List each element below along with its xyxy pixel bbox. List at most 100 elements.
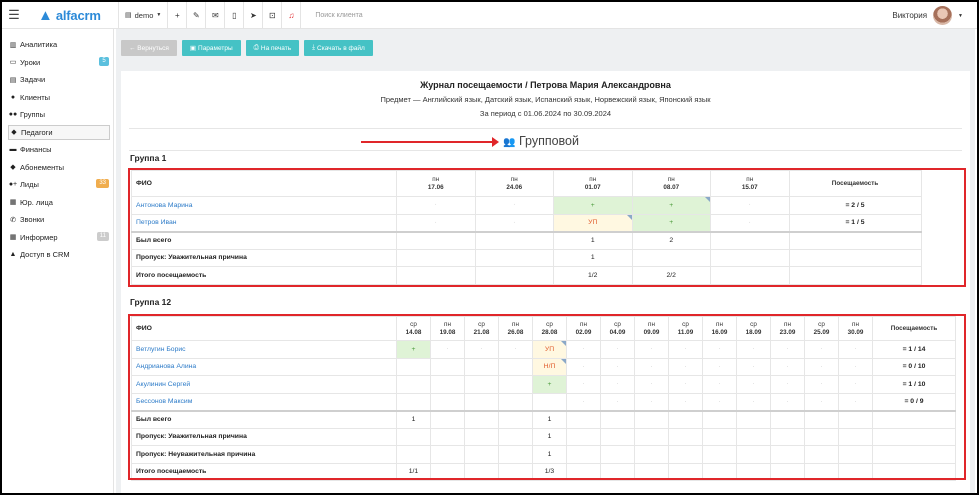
weekday: пн bbox=[648, 321, 655, 328]
toolbar: ← Вернуться ▣ Параметры ⎙ На печать ⤓ Скача… bbox=[121, 40, 373, 56]
plus-icon[interactable]: + bbox=[168, 1, 188, 29]
attendance-header: Посещаемость bbox=[872, 316, 956, 341]
cart-icon[interactable]: ⊡ bbox=[263, 1, 283, 29]
attendance-cell[interactable]: УП bbox=[553, 213, 633, 232]
sidebar-item-1[interactable]: ▭ Уроки 5 bbox=[8, 55, 110, 70]
date-header[interactable]: пн 17.06 bbox=[396, 170, 476, 197]
fio-header: ФИО bbox=[131, 316, 397, 341]
sidebar-item-5[interactable]: ◆ Педагоги bbox=[8, 124, 110, 140]
sidebar: ▥ Аналитика ▭ Уроки 5 ▤ Задачи ● Клиенты ●● Группы… bbox=[2, 29, 114, 493]
date-header[interactable]: ср 28.08 bbox=[532, 316, 567, 341]
lesson-date: 11.09 bbox=[677, 328, 694, 336]
lock-icon: ▲ bbox=[9, 251, 17, 258]
divider bbox=[129, 128, 962, 129]
journal-title: Журнал посещаемости / Петрова Мария Алек… bbox=[420, 80, 671, 90]
attendance-header: Посещаемость bbox=[788, 170, 922, 197]
attendance-cell[interactable]: + bbox=[631, 196, 711, 215]
journal-subject: Предмет — Английский язык, Датский язык,… bbox=[380, 95, 711, 104]
weekday: пн bbox=[580, 321, 587, 328]
lesson-date: 30.09 bbox=[847, 328, 864, 336]
back-button[interactable]: ← Вернуться bbox=[121, 40, 177, 56]
summary-row: Итого посещаемость 1/2 2/2 bbox=[131, 266, 922, 285]
account-icon: ▤ bbox=[125, 12, 132, 19]
lesson-date: 28.08 bbox=[541, 328, 558, 336]
params-button[interactable]: ▣ Параметры bbox=[181, 40, 241, 56]
highlight-box bbox=[128, 168, 966, 287]
sidebar-badge: 5 bbox=[99, 56, 109, 66]
informer-icon: ▦ bbox=[9, 234, 17, 241]
weekday: пн bbox=[432, 176, 440, 183]
mail-icon[interactable]: ✉ bbox=[206, 1, 226, 29]
attendance-cell[interactable]: УП bbox=[532, 340, 567, 359]
date-header[interactable]: пн 01.07 bbox=[553, 170, 633, 197]
user-menu[interactable]: Виктория ▼ bbox=[892, 6, 963, 25]
date-header[interactable]: пн 08.07 bbox=[631, 170, 711, 197]
sidebar-item-label: Группы bbox=[20, 110, 45, 119]
group-name: Группа 1 bbox=[130, 153, 167, 163]
user-name: Виктория bbox=[892, 11, 928, 20]
weekday: пн bbox=[667, 176, 675, 183]
group-name: Группа 12 bbox=[130, 297, 172, 307]
attendance-table: ФИО пн 17.06 пн 24.06 пн 01.07 пн 08.07 пн 15.07 По… bbox=[131, 170, 922, 285]
account-switcher[interactable]: ▤ demo ▼ bbox=[119, 1, 169, 29]
alfacrm-logo-icon: ▲ bbox=[38, 6, 53, 24]
sidebar-item-11[interactable]: ▦ Информер 11 bbox=[8, 230, 110, 245]
date-header[interactable]: пн 15.07 bbox=[710, 170, 790, 197]
weekday: ср bbox=[818, 321, 825, 328]
lesson-date: 09.09 bbox=[643, 328, 660, 336]
weekday: пн bbox=[852, 321, 859, 328]
table-row: Андрианова Алина Н/П · · · · · · · · · = 0 / 10 bbox=[131, 357, 956, 376]
sidebar-item-4[interactable]: ●● Группы bbox=[8, 107, 110, 122]
user-plus-icon: ●+ bbox=[8, 181, 18, 188]
attendance-cell[interactable]: Н/П bbox=[532, 357, 567, 376]
weekday: ср bbox=[546, 321, 553, 328]
building-icon: ▦ bbox=[9, 199, 17, 206]
date-header[interactable]: пн 26.08 bbox=[498, 316, 533, 341]
lesson-date: 01.07 bbox=[584, 183, 601, 191]
sidebar-item-10[interactable]: ✆ Звонки bbox=[8, 212, 110, 227]
sidebar-item-6[interactable]: ▬ Финансы bbox=[8, 142, 110, 157]
lesson-date: 17.06 bbox=[427, 183, 444, 191]
lesson-date: 21.08 bbox=[473, 328, 490, 336]
sidebar-item-label: Клиенты bbox=[20, 92, 51, 102]
weekday: пн bbox=[746, 176, 754, 183]
date-header[interactable]: ср 21.08 bbox=[464, 316, 499, 341]
sidebar-item-8[interactable]: ●+ Лиды 33 bbox=[8, 177, 110, 192]
phone-icon[interactable]: ▯ bbox=[225, 1, 245, 29]
phone-icon: ✆ bbox=[10, 216, 16, 224]
weekday: пн bbox=[510, 176, 518, 183]
chart-icon: ▥ bbox=[9, 41, 17, 49]
brand-name: alfacrm bbox=[55, 7, 101, 23]
summary-row: Итого посещаемость 1/1 1/3 bbox=[131, 462, 956, 481]
wrench-icon[interactable]: ✎ bbox=[187, 1, 207, 29]
date-header[interactable]: пн 23.09 bbox=[770, 316, 805, 341]
weekday: пн bbox=[716, 321, 723, 328]
bell-icon[interactable]: ♫ bbox=[282, 1, 302, 29]
sidebar-item-9[interactable]: ▦ Юр. лица bbox=[8, 195, 110, 210]
weekday: пн bbox=[589, 176, 597, 183]
date-header[interactable]: пн 09.09 bbox=[634, 316, 669, 341]
lesson-date: 08.07 bbox=[663, 183, 680, 191]
lesson-date: 26.08 bbox=[507, 328, 524, 336]
brand-logo[interactable]: ▲ alfacrm bbox=[38, 8, 118, 23]
sidebar-item-0[interactable]: ▥ Аналитика bbox=[8, 37, 110, 52]
menu-icon[interactable]: ☰ bbox=[8, 7, 20, 22]
weekday: ср bbox=[614, 321, 621, 328]
params-icon: ▣ bbox=[189, 45, 197, 52]
sidebar-item-12[interactable]: ▲ Доступ в CRM bbox=[8, 247, 110, 262]
sidebar-item-3[interactable]: ● Клиенты bbox=[8, 90, 110, 105]
annotation-arrow bbox=[361, 137, 499, 147]
download-button[interactable]: ⤓ Скачать в файл bbox=[304, 40, 373, 56]
weekday: пн bbox=[444, 321, 451, 328]
sidebar-item-label: Звонки bbox=[20, 215, 45, 224]
sidebar-item-7[interactable]: ◆ Абонементы bbox=[8, 160, 110, 175]
print-button[interactable]: ⎙ На печать bbox=[245, 40, 300, 56]
summary-row: Пропуск: Уважительная причина 1 bbox=[131, 427, 956, 446]
telegram-icon[interactable]: ➤ bbox=[244, 1, 264, 29]
account-name: demo bbox=[134, 10, 154, 20]
date-header[interactable]: ср 11.09 bbox=[668, 316, 703, 341]
search-input[interactable]: Поиск клиента bbox=[315, 11, 363, 19]
sidebar-item-2[interactable]: ▤ Задачи bbox=[8, 72, 110, 87]
journal-period: За период с 01.06.2024 по 30.09.2024 bbox=[479, 109, 612, 118]
date-header[interactable]: пн 19.08 bbox=[430, 316, 465, 341]
